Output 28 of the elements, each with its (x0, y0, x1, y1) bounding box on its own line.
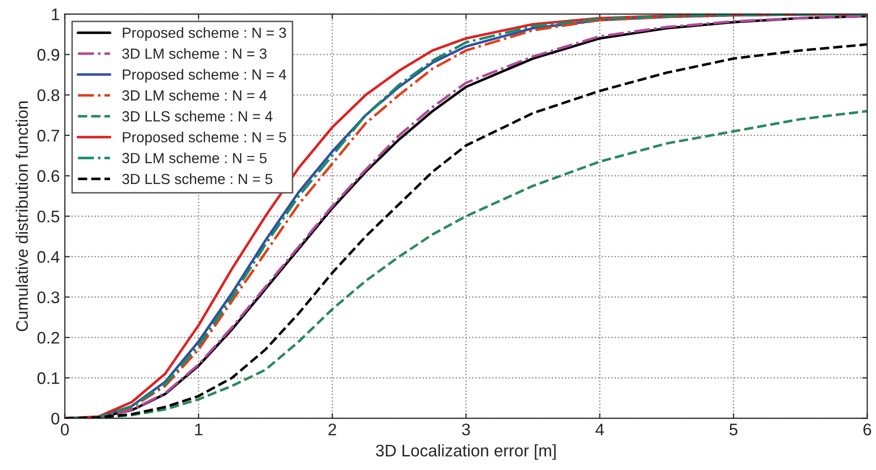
legend-label: 3D LM scheme : N = 5 (122, 152, 267, 164)
legend-label: Proposed scheme : N = 5 (122, 132, 286, 146)
x-tick-label: 4 (596, 424, 604, 436)
y-tick-label: 0 (51, 412, 60, 425)
legend-label: 3D LM scheme : N = 3 (122, 48, 267, 59)
y-tick-label: 0.1 (37, 372, 60, 384)
y-tick-label: 0.2 (37, 332, 60, 344)
legend-label: 3D LLS scheme : N = 5 (122, 173, 272, 184)
x-tick-label: 6 (863, 424, 872, 436)
x-tick-label: 1 (195, 424, 202, 436)
y-tick-label: 0.8 (37, 89, 60, 102)
legend-label: Proposed scheme : N = 3 (122, 27, 286, 41)
legend-label: 3D LLS scheme : N = 4 (122, 110, 272, 122)
x-tick-label: 2 (328, 424, 336, 436)
legend-label: 3D LM scheme : N = 4 (122, 90, 267, 101)
y-tick-label: 0.9 (37, 48, 60, 61)
y-tick-label: 0.6 (37, 170, 60, 182)
y-tick-label: 0.3 (37, 291, 60, 304)
y-tick-label: 0.5 (37, 210, 60, 222)
x-tick-label: 0 (60, 424, 69, 436)
y-tick-label: 1 (52, 8, 60, 20)
y-tick-label: 0.7 (37, 130, 60, 142)
x-axis-title: 3D Localization error [m] (376, 444, 556, 460)
x-tick-label: 3 (462, 424, 470, 436)
y-tick-label: 0.4 (37, 251, 60, 263)
legend-label: Proposed scheme : N = 4 (122, 68, 286, 83)
x-tick-label: 5 (730, 424, 738, 436)
y-axis-title: Cumulative distribution function (16, 101, 28, 332)
